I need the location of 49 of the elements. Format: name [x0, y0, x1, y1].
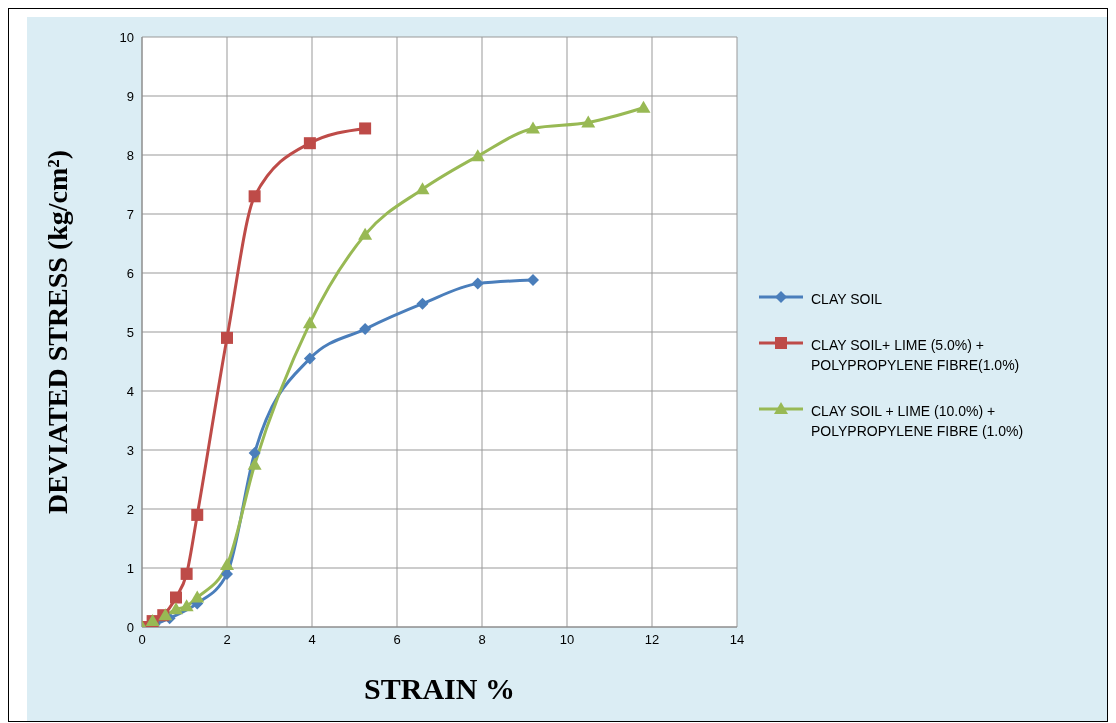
x-tick-label: 2: [223, 632, 231, 648]
legend-label: CLAY SOIL + LIME (10.0%) + POLYPROPYLENE FIBRE (1.0%): [811, 402, 1025, 441]
point: [191, 508, 204, 521]
x-tick-label: 8: [478, 632, 486, 648]
x-axis-title: STRAIN %: [364, 672, 515, 705]
point: [416, 297, 429, 310]
point: [359, 323, 372, 336]
point: [415, 182, 430, 195]
point: [221, 331, 233, 344]
point: [170, 591, 182, 604]
y-tick-label: 10: [119, 29, 134, 45]
y-tick-label: 7: [126, 206, 134, 222]
point: [248, 190, 261, 203]
y-tick-label: 6: [126, 265, 134, 281]
y-tick-label: 3: [126, 442, 134, 458]
x-tick-label: 12: [644, 632, 660, 648]
point: [636, 100, 651, 113]
x-tick-label: 14: [729, 632, 745, 648]
point: [180, 567, 193, 580]
point: [247, 457, 262, 470]
x-tick-label: 6: [393, 632, 401, 648]
point: [302, 316, 317, 329]
y-axis-title: DEVIATED STRESS (kg/cm²): [41, 149, 73, 515]
y-tick-label: 5: [126, 324, 134, 340]
x-tick-label: 0: [138, 632, 146, 648]
point: [358, 227, 373, 240]
y-tick-label: 4: [126, 383, 134, 399]
x-tick-label: 4: [308, 632, 316, 648]
point: [248, 446, 261, 459]
y-tick-label: 1: [126, 560, 134, 576]
legend-label: CLAY SOIL+ LIME (5.0%) + POLYPROPYLENE FIBRE(1.0%): [811, 336, 1021, 375]
point: [527, 274, 539, 287]
y-tick-label: 8: [126, 147, 134, 163]
point: [220, 558, 234, 571]
x-tick-label: 10: [559, 632, 575, 648]
point: [179, 599, 194, 612]
point: [169, 602, 183, 615]
legend-label: CLAY SOIL: [811, 290, 884, 309]
point: [471, 277, 484, 290]
y-tick-label: 0: [126, 619, 134, 635]
point: [581, 115, 596, 128]
point: [526, 121, 540, 134]
point: [303, 137, 316, 150]
y-tick-label: 9: [126, 88, 134, 104]
point: [470, 149, 485, 162]
point: [359, 122, 372, 135]
point: [303, 352, 316, 365]
point: [190, 590, 205, 603]
y-tick-label: 2: [126, 501, 134, 517]
